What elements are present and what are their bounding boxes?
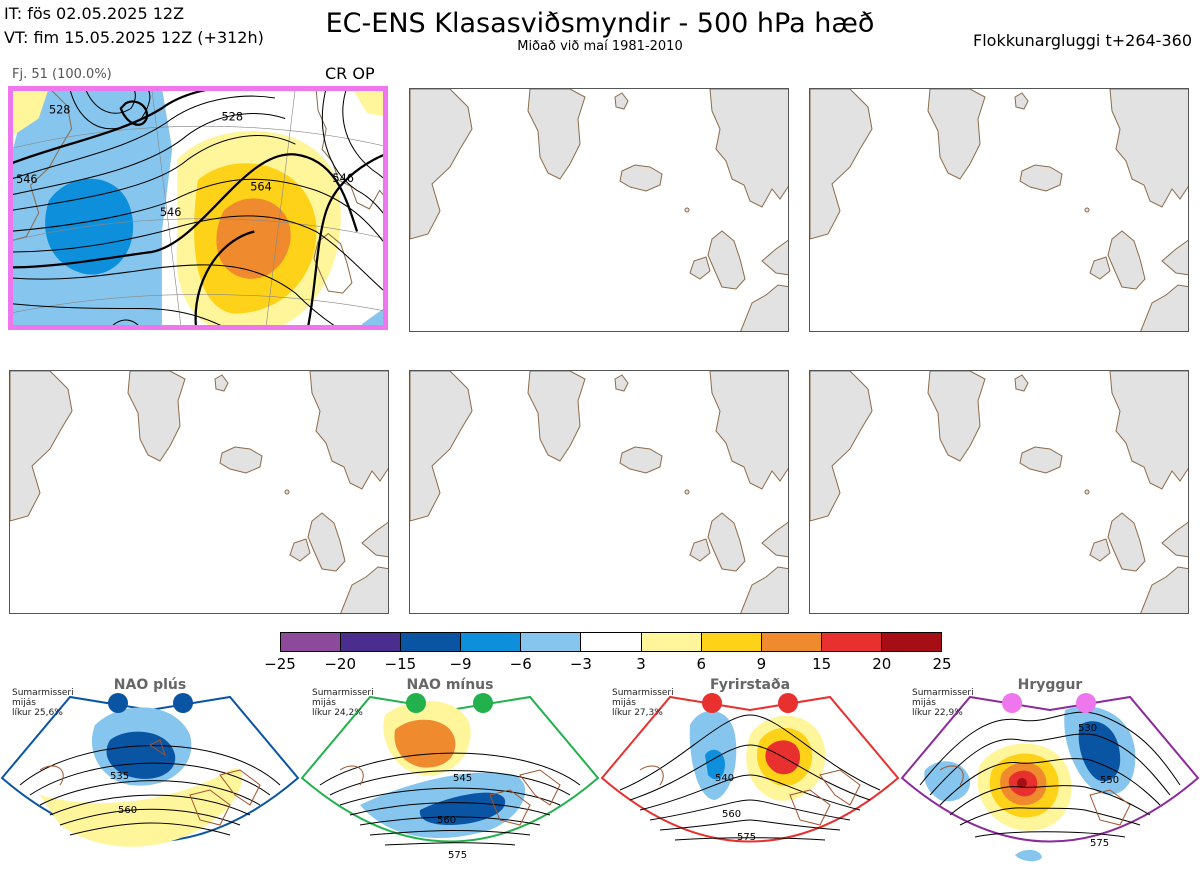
contour-label: 546 <box>332 172 354 185</box>
colorbar-segment <box>581 633 642 651</box>
regime-info: Sumarmisseri mijás líkur 24,2% <box>312 688 374 718</box>
regime-nao-minus[interactable]: 545 560 575 NAO mínus Sumarmisseri mijás… <box>300 675 600 871</box>
empty-map <box>410 89 788 331</box>
empty-map-panel[interactable] <box>409 88 789 332</box>
regime-map: 530 550 575 <box>900 693 1200 862</box>
empty-map-panel[interactable] <box>809 370 1189 614</box>
colorbar-segment <box>341 633 402 651</box>
valid-time: VT: fim 15.05.2025 12Z (+312h) <box>4 28 264 47</box>
empty-map-panel[interactable] <box>409 370 789 614</box>
colorbar-segment <box>761 633 822 651</box>
regime-title: Hryggur <box>1017 677 1083 693</box>
regime-probability: líkur 27,3% <box>612 708 663 718</box>
regime-contour-label: 545 <box>453 773 472 784</box>
colorbar-segment <box>521 633 582 651</box>
cluster-codes: CR OP <box>325 64 375 83</box>
contour-label: 528 <box>49 103 71 116</box>
colorbar-segment <box>401 633 462 651</box>
regime-probability: líkur 22,9% <box>912 708 963 718</box>
colorbar-tick-label: −6 <box>509 655 532 673</box>
empty-map <box>10 371 388 613</box>
regime-contour-label: 560 <box>722 809 741 820</box>
empty-map <box>810 371 1188 613</box>
regime-contour-label: 575 <box>448 850 467 861</box>
cluster-map-panel[interactable]: 528 528 546 546 546 564 564 <box>8 86 388 330</box>
regime-contour-label: 540 <box>715 773 734 784</box>
regime-map: 540 560 575 <box>600 693 900 843</box>
regime-title: NAO plús <box>113 677 187 693</box>
page-title: EC-ENS Klasasviðsmyndir - 500 hPa hæð <box>325 8 875 39</box>
regime-season: Sumarmisseri <box>912 688 974 698</box>
regime-info: Sumarmisseri mijás líkur 27,3% <box>612 688 674 718</box>
regime-contour-label: 530 <box>1078 723 1097 734</box>
colorbar-tick-label: 15 <box>812 655 832 673</box>
regime-season: Sumarmisseri <box>612 688 674 698</box>
empty-map-panel[interactable] <box>9 370 389 614</box>
contour-label: 528 <box>221 111 243 124</box>
contour-label: 564 <box>191 324 213 330</box>
regime-season: Sumarmisseri <box>312 688 374 698</box>
colorbar-segment <box>881 633 942 651</box>
colorbar-segment <box>641 633 702 651</box>
regime-kind: mijás <box>912 698 936 708</box>
colorbar-tick-label: 6 <box>696 655 707 673</box>
colorbar-segment <box>281 633 342 651</box>
empty-map <box>810 89 1188 331</box>
colorbar-tick-label: −15 <box>384 655 417 673</box>
colorbar-tick-label: −20 <box>324 655 356 673</box>
empty-map <box>410 371 788 613</box>
contour-label: 546 <box>16 173 38 186</box>
regime-nao-plus[interactable]: 535 560 NAO plús Sumarmisseri mijás líku… <box>0 675 300 871</box>
cluster-map: 528 528 546 546 546 564 564 <box>13 91 383 330</box>
regime-season: Sumarmisseri <box>12 688 74 698</box>
contour-label: 564 <box>250 180 272 193</box>
colorbar-segment <box>461 633 522 651</box>
regime-title: Fyrirstaða <box>709 677 791 693</box>
regime-ridge[interactable]: 530 550 575 Hryggur Sumarmisseri mijás l… <box>900 675 1200 871</box>
member-count-label: Fj. 51 (100.0%) <box>12 67 112 82</box>
regime-info: Sumarmisseri mijás líkur 22,9% <box>912 688 974 718</box>
regime-probability: líkur 25,6% <box>12 708 63 718</box>
regime-contour-label: 560 <box>437 815 456 826</box>
regime-map: 545 560 575 <box>300 693 600 861</box>
contour-label: 546 <box>160 206 182 219</box>
colorbar-segment <box>821 633 882 651</box>
colorbar-tick-label: 20 <box>872 655 892 673</box>
regime-kind: mijás <box>312 698 336 708</box>
page-subtitle: Miðað við maí 1981-2010 <box>517 39 683 54</box>
regime-info: Sumarmisseri mijás líkur 25,6% <box>12 688 74 718</box>
regime-title: NAO mínus <box>406 677 494 693</box>
regime-map: 535 560 <box>0 693 300 847</box>
regime-probability: líkur 24,2% <box>312 708 363 718</box>
empty-map-panel[interactable] <box>809 88 1189 332</box>
colorbar-tick-label: 9 <box>756 655 767 673</box>
regime-contour-label: 550 <box>1100 775 1119 786</box>
colorbar-tick-label: 25 <box>932 655 952 673</box>
regime-contour-label: 575 <box>737 832 756 843</box>
colorbar-tick-label: −9 <box>449 655 472 673</box>
regime-blocking[interactable]: 540 560 575 Fyrirstaða Sumarmisseri mijá… <box>600 675 900 871</box>
regime-contour-label: 575 <box>1090 838 1109 849</box>
regime-kind: mijás <box>612 698 636 708</box>
colorbar-tick-label: 3 <box>636 655 646 673</box>
cluster-window-label: Flokkunargluggi t+264-360 <box>973 31 1192 50</box>
colorbar-tick-label: −25 <box>264 655 296 673</box>
regime-contour-label: 535 <box>110 771 129 782</box>
regime-contour-label: 560 <box>118 805 137 816</box>
colorbar-segment <box>701 633 762 651</box>
issue-time: IT: fös 02.05.2025 12Z <box>4 4 185 23</box>
anomaly-colorbar <box>280 632 942 652</box>
regime-kind: mijás <box>12 698 36 708</box>
colorbar-tick-label: −3 <box>569 655 592 673</box>
